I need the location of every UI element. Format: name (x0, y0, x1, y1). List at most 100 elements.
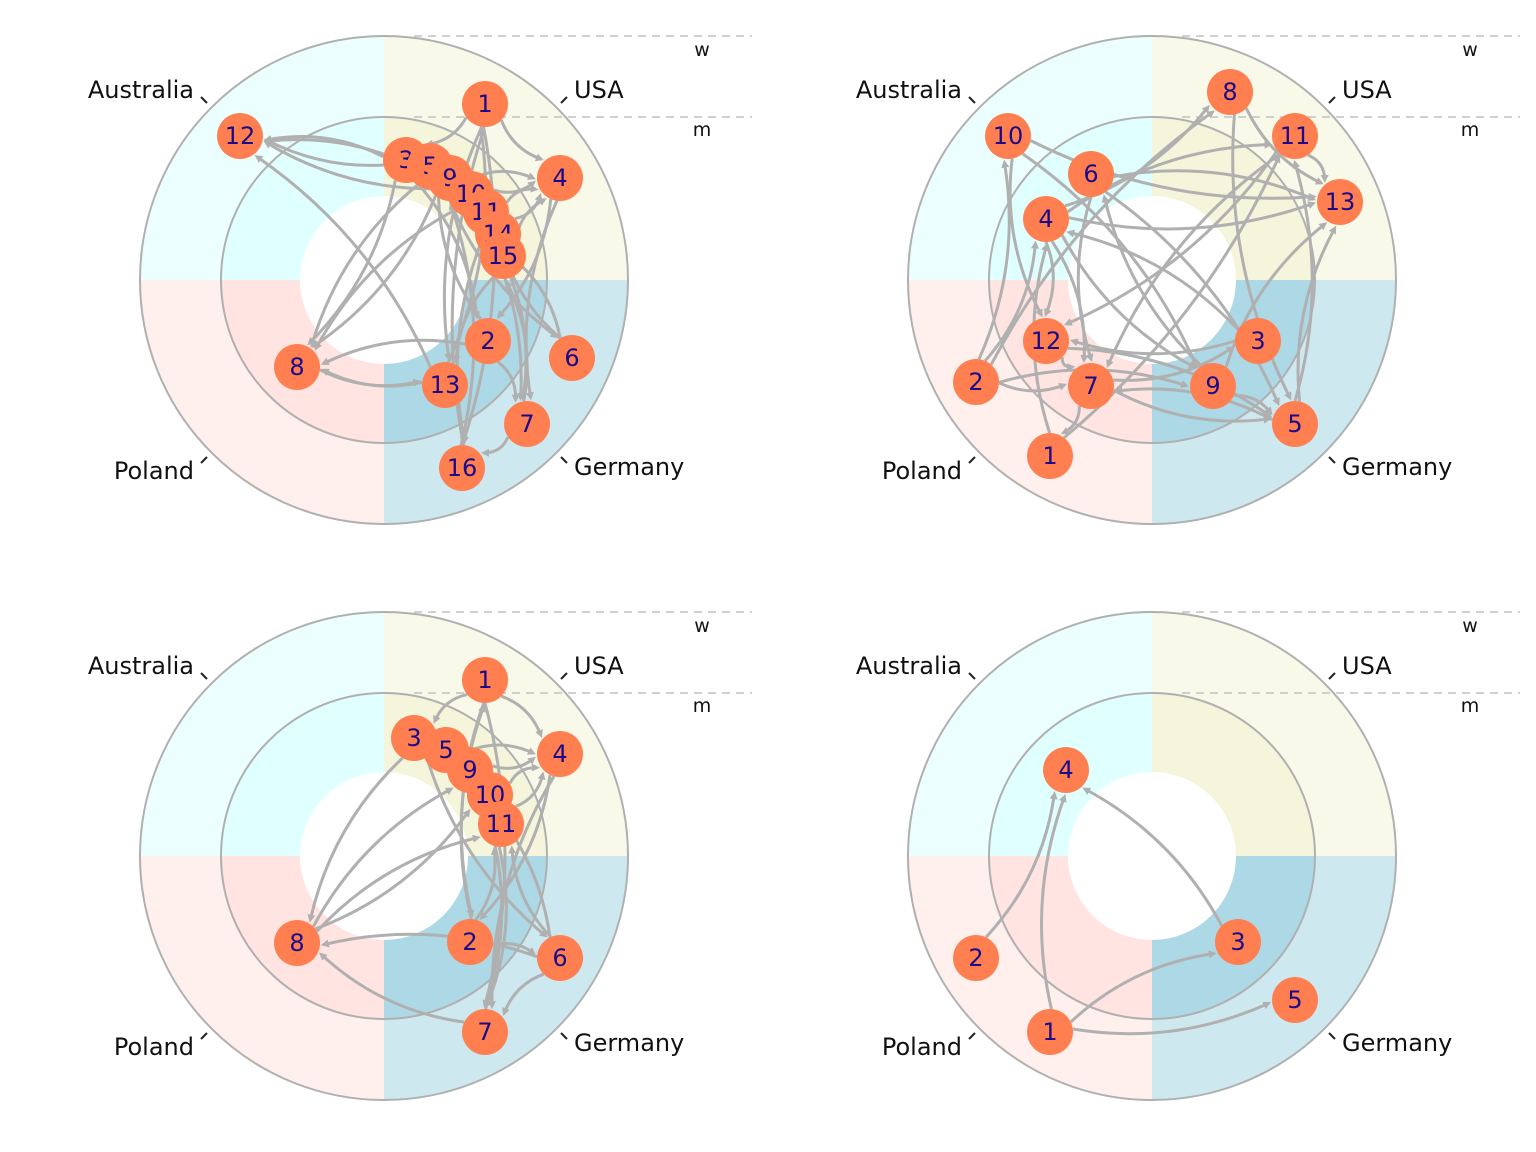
node-label-2: 2 (968, 368, 983, 396)
sector-label-usa: USA (1342, 652, 1392, 680)
sector-label-poland: Poland (114, 1033, 194, 1061)
edge-9-to-6 (1101, 194, 1203, 368)
middle-ring (220, 692, 548, 1020)
node-11 (1272, 113, 1318, 159)
node-4 (537, 155, 583, 201)
node-10 (985, 113, 1031, 159)
node-2 (953, 359, 999, 405)
sector-label-usa: USA (574, 76, 624, 104)
sector-label-poland: Poland (114, 457, 194, 485)
sector-label-germany: Germany (574, 453, 684, 481)
ring-label-w: w (694, 39, 710, 61)
node-6 (1068, 151, 1114, 197)
sector-poland-inner (989, 280, 1152, 443)
node-label-11: 11 (1280, 122, 1311, 150)
node-label-9: 9 (1205, 372, 1220, 400)
sector-poland-outer (908, 856, 1152, 1100)
node-label-3: 3 (1250, 327, 1265, 355)
sector-germany-inner (1152, 280, 1315, 443)
node-11 (478, 801, 524, 847)
node-label-1: 1 (1042, 1018, 1057, 1046)
sector-label-australia: Australia (856, 652, 962, 680)
sector-label-poland: Poland (882, 1033, 962, 1061)
edge-11-to-13 (1307, 153, 1329, 183)
sector-australia-inner (221, 117, 384, 280)
edge-6-to-7 (502, 972, 545, 1017)
node-label-5: 5 (1287, 986, 1302, 1014)
ring-label-m: m (693, 119, 712, 141)
node-label-4: 4 (1058, 756, 1073, 784)
sector-tick (560, 456, 568, 464)
node-7 (462, 1009, 508, 1055)
node-4 (1023, 196, 1069, 242)
node-label-5: 5 (438, 736, 453, 764)
hive-panel-2: w m Australia USA Poland Germany 8 10 11 6 13 4 12 3 2… (856, 35, 1520, 525)
edges-layer (977, 104, 1337, 439)
edge-2-to-7 (496, 360, 520, 403)
node-label-4: 4 (552, 164, 567, 192)
node-1 (462, 657, 508, 703)
ring-label-m: m (693, 695, 712, 717)
sector-label-usa: USA (574, 652, 624, 680)
edge-7-to-8 (319, 952, 465, 1024)
sector-tick (200, 1032, 208, 1040)
node-label-11: 11 (486, 810, 517, 838)
edge-2-to-4 (983, 240, 1039, 362)
node-label-5: 5 (1287, 410, 1302, 438)
node-6 (537, 935, 583, 981)
edge-10-to-4 (508, 763, 540, 785)
sector-australia-outer (908, 612, 1152, 856)
sector-label-germany: Germany (1342, 453, 1452, 481)
node-label-7: 7 (477, 1018, 492, 1046)
sector-australia-inner (221, 693, 384, 856)
edge-3-to-8 (307, 180, 397, 346)
ring-label-w: w (694, 615, 710, 637)
node-8 (274, 344, 320, 390)
edge-8-to-13 (319, 368, 422, 388)
edge-2-to-8 (320, 338, 466, 365)
edge-11-to-7 (485, 846, 508, 1009)
nodes-layer: 4 3 2 1 5 (953, 747, 1318, 1055)
sector-tick (560, 96, 568, 104)
edge-1-to-4 (499, 119, 544, 162)
edges-layer (307, 693, 556, 1024)
ring-label-m: m (1461, 119, 1480, 141)
sector-label-usa: USA (1342, 76, 1392, 104)
sector-label-australia: Australia (856, 76, 962, 104)
middle-ring (988, 692, 1316, 1020)
edge-8-to-5 (1231, 114, 1292, 401)
sector-usa-outer (1152, 612, 1396, 856)
node-label-6: 6 (552, 944, 567, 972)
node-1 (1027, 433, 1073, 479)
node-9 (1190, 363, 1236, 409)
node-label-2: 2 (968, 944, 983, 972)
node-label-13: 13 (1325, 188, 1356, 216)
sector-poland-outer (140, 856, 384, 1100)
node-label-13: 13 (430, 371, 461, 399)
node-1 (1027, 1009, 1073, 1055)
sector-tick (560, 672, 568, 680)
edge-7-to-1 (1060, 405, 1081, 435)
node-1 (462, 81, 508, 127)
node-13 (422, 362, 468, 408)
sector-tick (1328, 1032, 1336, 1040)
sector-poland-outer (140, 280, 384, 524)
edge-2-to-1 (459, 703, 486, 920)
edge-1-to-5 (1072, 1001, 1272, 1036)
edge-2-to-7 (998, 381, 1068, 393)
node-label-1: 1 (1042, 442, 1057, 470)
node-label-12: 12 (1031, 327, 1062, 355)
node-label-9: 9 (462, 756, 477, 784)
edge-1-to-3 (433, 693, 468, 724)
edge-3-to-2 (414, 179, 481, 320)
edge-2-to-4 (984, 791, 1058, 939)
sector-tick (560, 1032, 568, 1040)
edge-7-to-5 (1112, 388, 1272, 424)
edge-8-to-9 (311, 787, 454, 928)
edge-7-to-16 (481, 436, 510, 457)
edge-2-to-8 (989, 110, 1215, 366)
node-7 (1068, 363, 1114, 409)
node-label-8: 8 (289, 929, 304, 957)
outer-ring (907, 35, 1397, 525)
